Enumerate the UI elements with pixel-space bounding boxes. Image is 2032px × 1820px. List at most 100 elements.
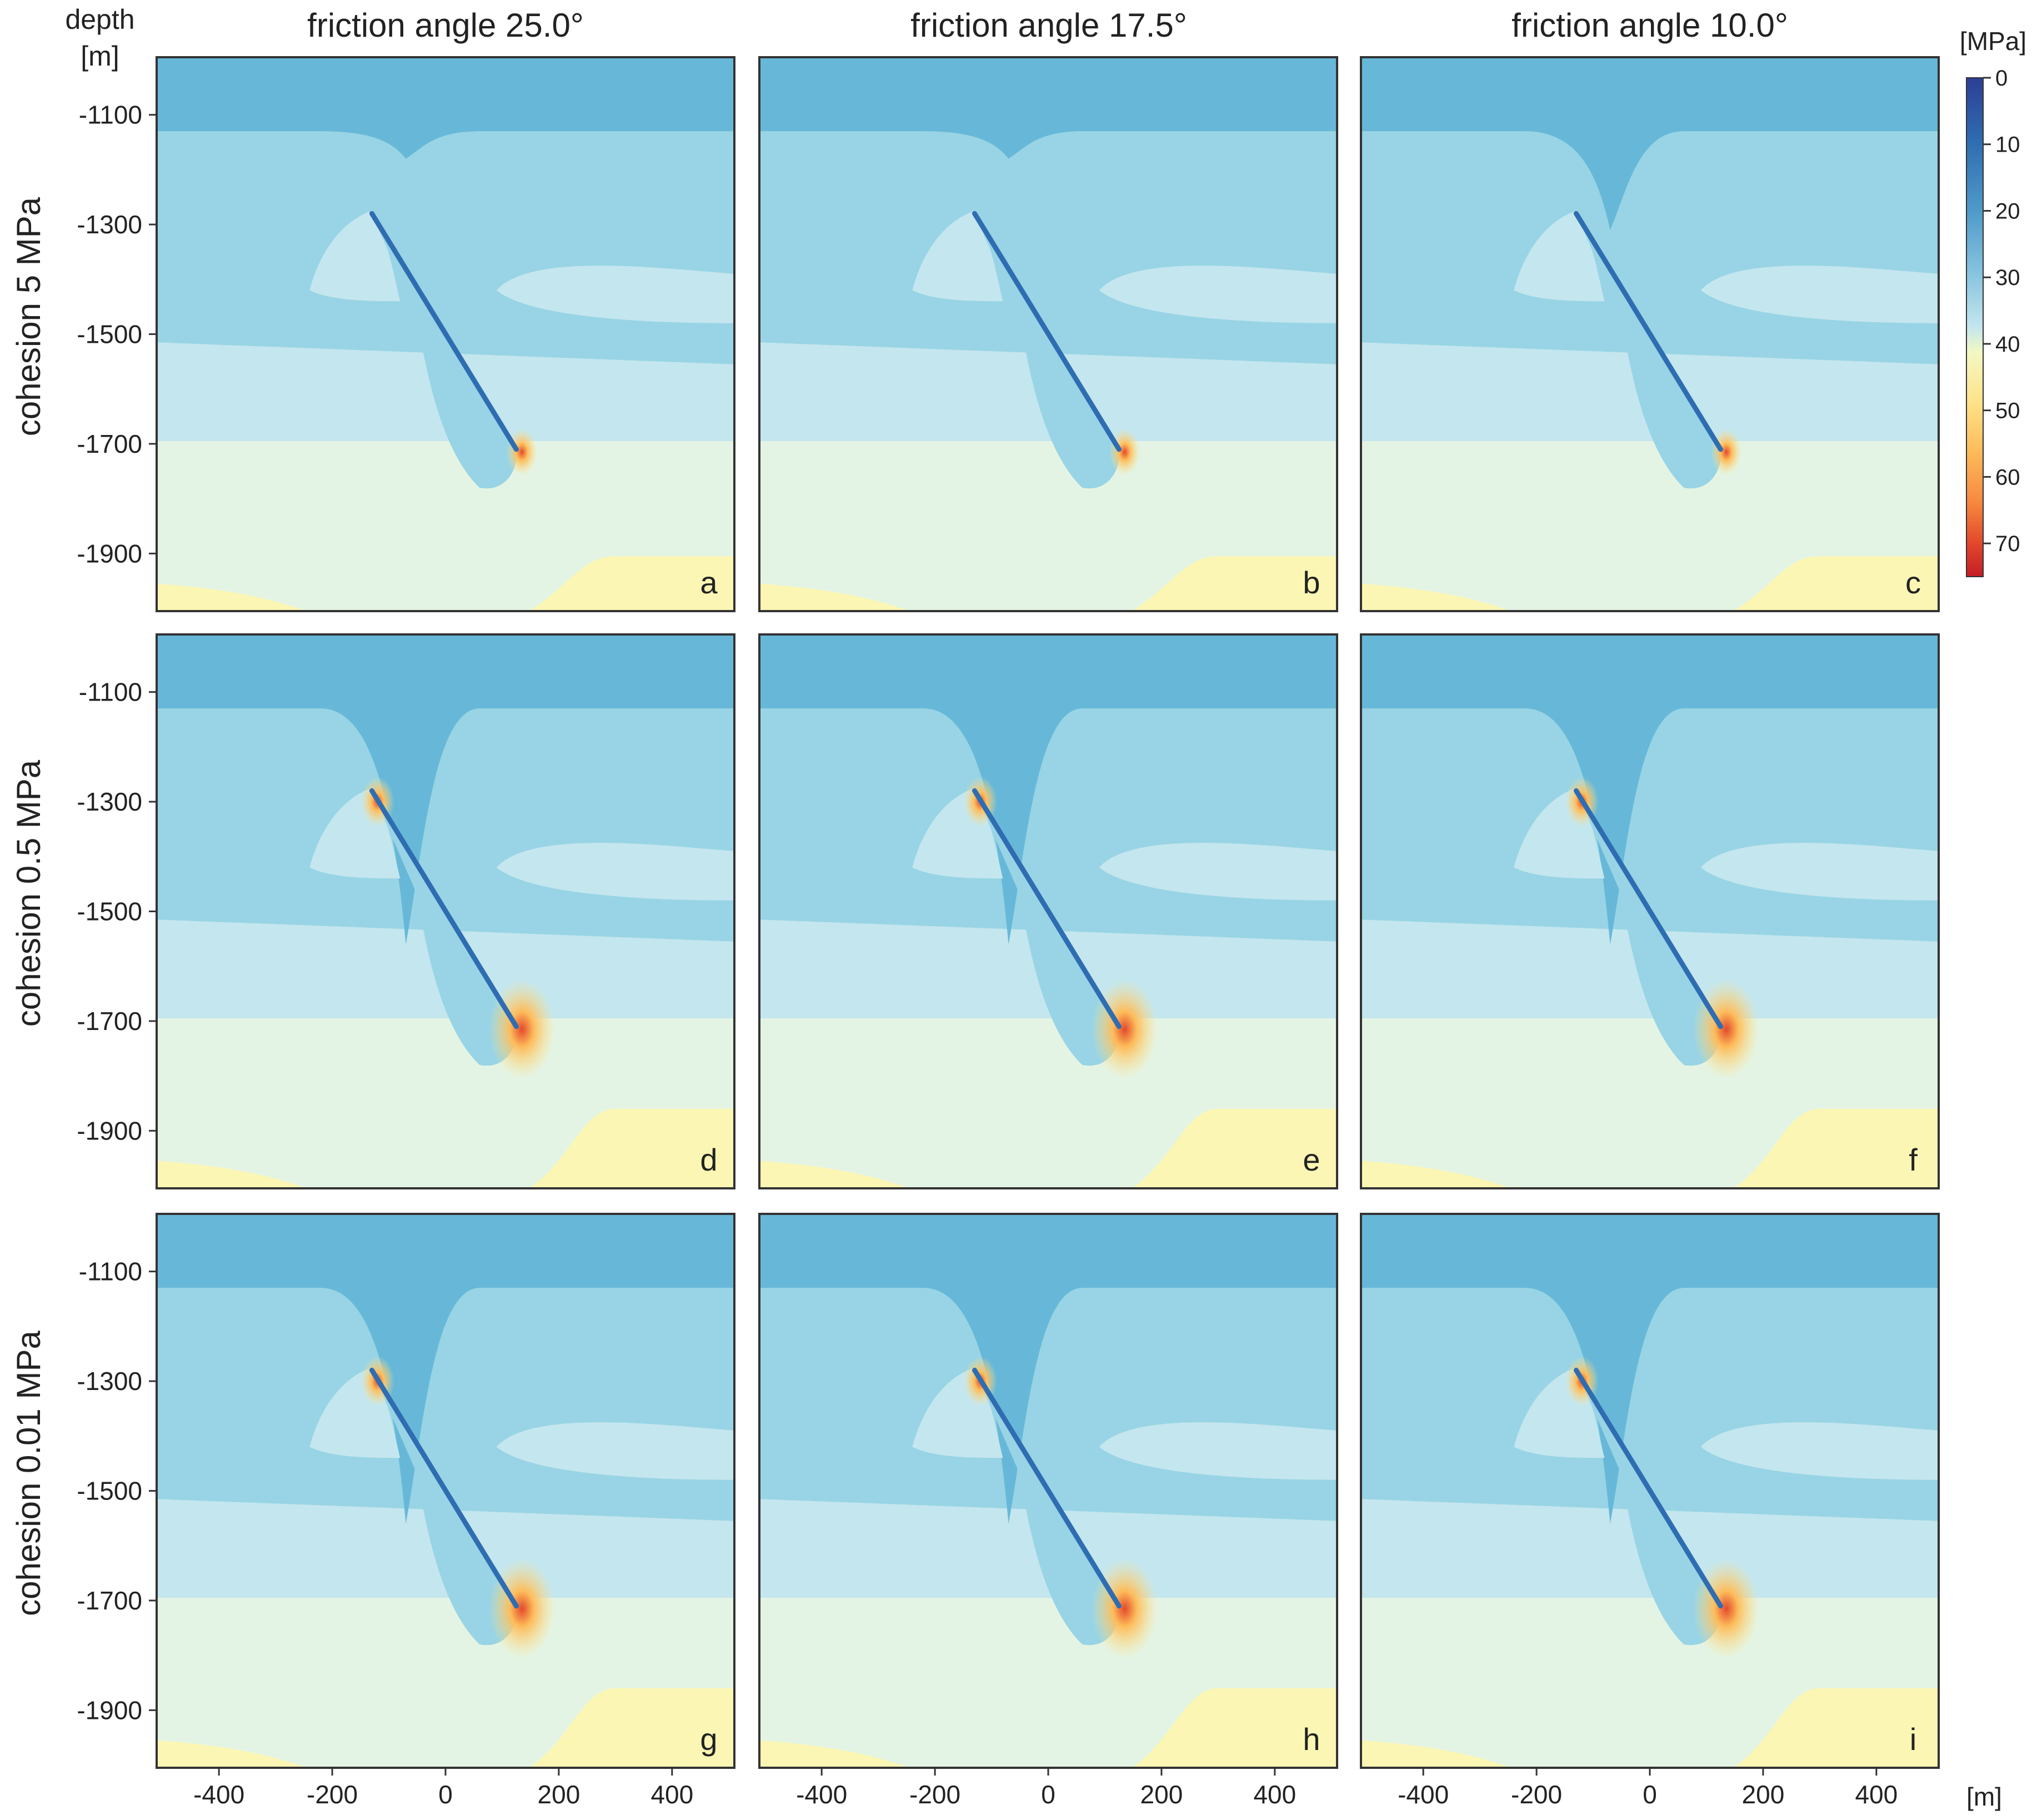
- colorbar-tick-label: 30: [1995, 266, 2020, 290]
- stress-panel: g: [156, 1213, 735, 1769]
- lobe-25-30: [309, 211, 401, 302]
- stress-panel: f: [1360, 633, 1940, 1189]
- y-tick-label: -1900: [77, 539, 142, 568]
- y-tick-label: -1300: [77, 1367, 142, 1396]
- stress-panel: d: [156, 633, 735, 1189]
- fault-line: [369, 1367, 519, 1609]
- lens-25-30: [496, 843, 734, 901]
- fault-line: [369, 788, 519, 1029]
- y-tick-label: -1300: [77, 210, 142, 239]
- bulge-20-25: [1576, 213, 1721, 489]
- band-10-20: [1361, 1214, 1939, 1524]
- column-title: friction angle 10.0°: [1512, 7, 1788, 44]
- hot-zone: [506, 428, 538, 476]
- y-tick-label: -1100: [79, 1257, 142, 1286]
- x-tick-label: 0: [1643, 1780, 1657, 1809]
- band-35-40: [529, 556, 734, 611]
- x-tick-label: -200: [909, 1780, 960, 1809]
- fault-line: [1573, 1367, 1723, 1609]
- colorbar-tick-label: 10: [1995, 133, 2020, 157]
- stress-panel: b: [758, 56, 1338, 612]
- fault-line: [1573, 788, 1723, 1029]
- band-10-20: [759, 1214, 1337, 1524]
- x-unit-label: [m]: [1966, 1782, 2002, 1811]
- colorbar: [MPa] 0 10 20 30 40 50 60 70: [1960, 27, 2026, 577]
- band-10-20: [1361, 57, 1939, 230]
- panel-letter: c: [1905, 565, 1921, 600]
- lens-25-30: [1700, 1422, 1939, 1480]
- lens-25-30: [1700, 843, 1939, 901]
- panel-letter: b: [1303, 565, 1320, 600]
- panel-letter: g: [700, 1722, 717, 1757]
- band-35-40: [529, 1108, 734, 1188]
- band-35-40: [1733, 556, 1939, 611]
- x-tick-label: 400: [650, 1780, 693, 1809]
- y-tick-label: -1100: [79, 101, 142, 129]
- fault-line: [972, 1367, 1122, 1609]
- band-35-40: [529, 1688, 734, 1768]
- y-tick-label: -1700: [77, 1586, 142, 1615]
- y-tick-label: -1100: [79, 678, 142, 707]
- stress-panel: c: [1360, 56, 1940, 612]
- fault-line: [369, 211, 519, 452]
- colorbar-tick-label: 60: [1995, 465, 2020, 489]
- column-title: friction angle 17.5°: [910, 7, 1187, 44]
- band-10-20: [157, 1214, 734, 1524]
- bulge-20-25: [974, 791, 1120, 1066]
- x-tick-label: -200: [307, 1780, 358, 1809]
- lobe-25-30: [912, 211, 1003, 302]
- row-title: cohesion 0.5 MPa: [10, 759, 47, 1027]
- y-tick-label: -1900: [77, 1116, 142, 1145]
- band-35-40: [759, 1740, 910, 1768]
- bulge-20-25: [372, 213, 517, 489]
- band-10-20: [759, 57, 1337, 159]
- panel-frame: [758, 56, 1338, 612]
- x-tick-label: 400: [1253, 1780, 1296, 1809]
- bulge-20-25: [1576, 1370, 1721, 1646]
- lens-25-30: [1099, 1422, 1337, 1480]
- x-tick-label: -400: [1398, 1780, 1449, 1809]
- y-axis-title: [m]: [81, 41, 119, 72]
- fault-line: [972, 788, 1122, 1029]
- row-title: cohesion 5 MPa: [10, 197, 47, 436]
- lens-25-30: [1700, 266, 1939, 323]
- band-35-40: [1132, 1688, 1337, 1768]
- panel-frame: [1360, 633, 1940, 1189]
- fault-line: [972, 211, 1122, 452]
- x-tick-label: 200: [538, 1780, 580, 1809]
- panel-letter: f: [1909, 1142, 1918, 1177]
- lens-25-30: [496, 266, 734, 323]
- x-tick-label: 0: [438, 1780, 453, 1809]
- band-35-40: [759, 583, 910, 611]
- band-10-20: [157, 57, 734, 159]
- bulge-20-25: [974, 213, 1120, 489]
- x-tick-label: 400: [1855, 1780, 1898, 1809]
- colorbar-tick-label: 20: [1995, 199, 2020, 223]
- band-35-40: [1361, 1161, 1512, 1188]
- band-35-40: [1361, 583, 1512, 611]
- x-tick-label: -400: [193, 1780, 244, 1809]
- lobe-25-30: [1514, 211, 1605, 302]
- x-tick-label: -200: [1511, 1780, 1562, 1809]
- colorbar-title: [MPa]: [1960, 27, 2026, 56]
- band-10-20: [1361, 634, 1939, 944]
- column-title: friction angle 25.0°: [307, 7, 584, 44]
- colorbar-tick-label: 40: [1995, 332, 2020, 357]
- colorbar-tick-label: 0: [1995, 66, 2008, 91]
- lens-25-30: [1099, 843, 1337, 901]
- stress-panel: e: [758, 633, 1338, 1189]
- hot-zone: [1710, 428, 1742, 476]
- y-tick-label: -1700: [77, 1007, 142, 1036]
- y-tick-label: -1500: [77, 1477, 142, 1506]
- x-tick-label: -400: [796, 1780, 847, 1809]
- panel-letter: e: [1303, 1142, 1320, 1177]
- bulge-20-25: [1576, 791, 1721, 1066]
- panel-letter: d: [700, 1142, 717, 1177]
- bulge-20-25: [974, 1370, 1120, 1646]
- row-title: cohesion 0.01 MPa: [10, 1331, 47, 1616]
- band-35-40: [1733, 1688, 1939, 1768]
- band-35-40: [157, 583, 308, 611]
- panel-letter: i: [1910, 1722, 1916, 1757]
- y-tick-label: -1500: [77, 320, 142, 349]
